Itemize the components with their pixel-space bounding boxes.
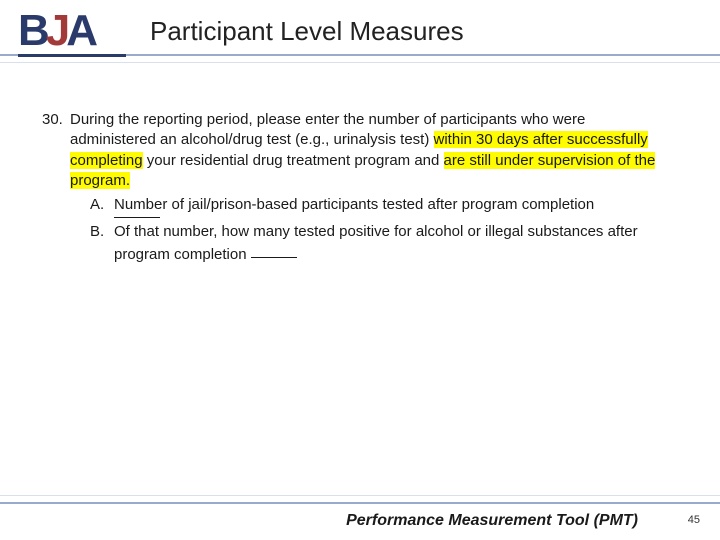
question-block: 30. During the reporting period, please … (42, 110, 674, 265)
sub-a-blank (114, 217, 160, 218)
sub-question-b: B. Of that number, how many tested posit… (90, 222, 674, 264)
slide-title: Participant Level Measures (150, 16, 464, 47)
footer-rule-dark (0, 502, 720, 504)
sub-b-text: Of that number, how many tested positive… (114, 223, 638, 262)
logo-underline (18, 54, 126, 57)
sub-b-blank (251, 243, 297, 259)
question-number: 30. (42, 110, 70, 265)
sub-b-body: Of that number, how many tested positive… (114, 222, 674, 264)
footer-title: Performance Measurement Tool (PMT) (346, 512, 638, 530)
logo-letter-j: J (46, 6, 68, 56)
sub-a-body: Number of jail/prison-based participants… (114, 195, 674, 218)
sub-a-label: A. (90, 195, 114, 218)
sub-a-text: Number of jail/prison-based participants… (114, 196, 594, 213)
logo-letter-a: A (66, 6, 96, 56)
sub-question-a: A. Number of jail/prison-based participa… (90, 195, 674, 218)
sub-b-label: B. (90, 222, 114, 264)
stem-text-2: your residential drug treatment program … (143, 152, 444, 169)
page-number: 45 (688, 514, 700, 526)
bja-logo: B J A (18, 6, 96, 56)
footer-rule-light (0, 495, 720, 496)
slide-header: B J A Participant Level Measures (0, 0, 720, 62)
question-30: 30. During the reporting period, please … (42, 110, 674, 265)
question-stem: During the reporting period, please ente… (70, 110, 674, 265)
header-rule-light (0, 62, 720, 63)
logo-letter-b: B (18, 6, 48, 56)
